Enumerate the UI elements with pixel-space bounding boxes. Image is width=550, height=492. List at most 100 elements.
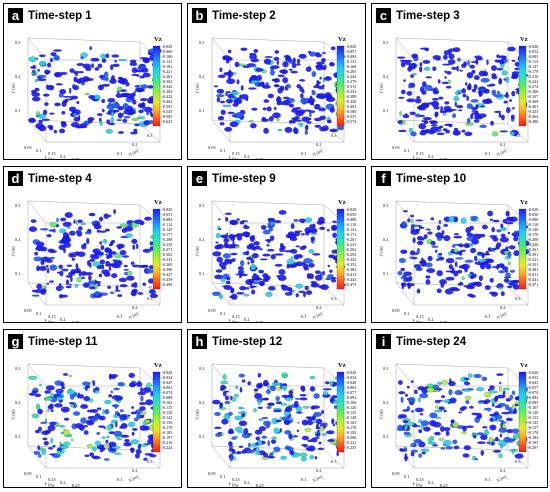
z-axis-label: Z (m) <box>378 409 384 420</box>
panel-header: h Time-step 12 <box>192 334 282 349</box>
colorbar-tick-label: -0.183 <box>161 430 173 435</box>
colorbar-tick-label: -0.110 <box>527 222 539 227</box>
panel-h: h Time-step 12 Vz -0.020 -0.034 -0.048 -0.063-… <box>187 329 366 488</box>
y-tick-label: 0.05 <box>208 145 216 150</box>
z-tick-label: 0.3 <box>383 366 389 371</box>
colorbar-tick-label: -0.102 <box>161 400 173 405</box>
z-tick-label: 0.3 <box>383 203 389 208</box>
x-tick-label: 0.3 <box>515 133 521 138</box>
colorbar-ticks: -0.020 -0.050 -0.080 -0.110 -0.140 -0.170 -0.2… <box>527 207 539 288</box>
panel-title: Time-step 12 <box>212 335 283 348</box>
colorbar-ticks: -0.020 -0.051 -0.083 -0.114 -0.145 -0.177 -0.2… <box>161 207 173 288</box>
colorbar-tick-label: -0.170 <box>527 430 539 435</box>
colorbar-tick-label: -0.057 <box>527 385 539 390</box>
colorbar-tick-label: -0.120 <box>345 405 357 410</box>
colorbar-tick-label: -0.170 <box>161 425 173 430</box>
colorbar-tick-label: -0.221 <box>345 440 357 445</box>
colorbar-tick-label: -0.459 <box>161 277 173 282</box>
x-tick-label: 0.3 <box>515 296 521 301</box>
y-tick-label: 0.05 <box>24 471 32 476</box>
x-tick-label: 0.3 <box>331 133 337 138</box>
panel-c: c Time-step 3 Vz -0.020 -0.052 -0.083 -0.115 -0… <box>371 3 548 160</box>
panel-header: g Time-step 11 <box>8 334 97 349</box>
x-tick-label: 0.1 <box>485 477 491 482</box>
colorbar-tick-label: -0.231 <box>345 242 357 247</box>
velocity-structures <box>397 46 529 137</box>
colorbar-tick-label: -0.020 <box>345 44 357 49</box>
colorbar-tick-label: -0.413 <box>345 272 357 277</box>
colorbar-tick-label: -0.291 <box>527 252 539 257</box>
y-tick-label: 0.2 <box>244 154 250 159</box>
colorbar-tick-label: -0.197 <box>161 435 173 440</box>
colorbar-tick-label: -0.094 <box>345 54 357 59</box>
z-tick-label: 0.2 <box>383 237 389 242</box>
flow-plot-3d <box>27 363 161 469</box>
z-tick-label: 0.2 <box>199 74 205 79</box>
colorbar-ticks: -0.020 -0.057 -0.094 -0.131 -0.168 -0.205 -0.2… <box>345 44 357 125</box>
z-tick-label: 0.3 <box>15 203 21 208</box>
y-tick-label: 0.1 <box>220 474 226 479</box>
panel-title: Time-step 10 <box>396 172 467 185</box>
colorbar-tick-label: -0.020 <box>345 370 357 375</box>
colorbar-tick-label: -0.060 <box>161 49 173 54</box>
y-tick-label: 0.2 <box>244 317 250 322</box>
colorbar-tick-label: -0.401 <box>527 104 539 109</box>
panel-header: e Time-step 9 <box>192 171 276 186</box>
colorbar-tick-label: -0.080 <box>527 217 539 222</box>
panel-title: Time-step 1 <box>28 9 92 22</box>
z-tick-label: 0.1 <box>383 271 389 276</box>
y-tick-label: 0.1 <box>36 148 42 153</box>
colorbar-ticks: -0.020 -0.050 -0.080 -0.110 -0.141 -0.171 -0.2… <box>345 207 357 288</box>
panel-i: i Time-step 24 Vz -0.020 -0.032 -0.045 -0.057-… <box>371 329 548 488</box>
colorbar-tick-label: -0.195 <box>527 440 539 445</box>
colorbar <box>336 208 345 290</box>
colorbar-label: Vz <box>520 362 528 369</box>
x-tick-label: 0 <box>102 486 104 487</box>
y-tick-label: 0.1 <box>220 148 226 153</box>
colorbar-tick-label: -0.147 <box>527 64 539 69</box>
colorbar-tick-label: -0.063 <box>345 385 357 390</box>
z-tick-label: 0.3 <box>199 40 205 45</box>
x-tick-label: 0.2 <box>132 468 138 473</box>
panel-letter: i <box>376 334 391 349</box>
x-tick-label: 0.2 <box>132 305 138 310</box>
colorbar-tick-label: -0.047 <box>161 380 173 385</box>
x-tick-label: 0.1 <box>117 477 123 482</box>
colorbar-tick-label: -0.120 <box>527 410 539 415</box>
colorbar <box>518 208 527 290</box>
colorbar-tick-label: -0.242 <box>527 79 539 84</box>
colorbar-tick-label: -0.381 <box>527 267 539 272</box>
colorbar-label: Vz <box>338 199 346 206</box>
y-tick-label: 0.2 <box>60 317 66 322</box>
x-tick-label: 0.1 <box>117 151 123 156</box>
flow-plot-3d <box>211 200 346 306</box>
z-tick-label: 0.2 <box>199 237 205 242</box>
y-tick-label: 0.15 <box>48 151 56 156</box>
colorbar-tick-label: -0.131 <box>345 59 357 64</box>
colorbar-tick-label: -0.106 <box>345 400 357 405</box>
colorbar-tick-label: -0.496 <box>527 119 539 124</box>
panel-letter: f <box>376 171 391 186</box>
colorbar-label: Vz <box>520 36 528 43</box>
colorbar-tick-label: -0.182 <box>527 435 539 440</box>
colorbar-tick-label: -0.422 <box>161 94 173 99</box>
x-tick-label: 0 <box>286 486 288 487</box>
colorbar-tick-label: -0.070 <box>527 390 539 395</box>
colorbar-tick-label: -0.170 <box>527 232 539 237</box>
panel-header: d Time-step 4 <box>8 171 92 186</box>
panel-header: f Time-step 10 <box>376 171 466 186</box>
colorbar-tick-label: -0.261 <box>527 247 539 252</box>
colorbar-tick-label: -0.369 <box>527 99 539 104</box>
colorbar-tick-label: -0.315 <box>345 84 357 89</box>
colorbar-tick-label: -0.020 <box>161 370 173 375</box>
y-tick-label: 0.2 <box>60 480 66 485</box>
colorbar-tick-label: -0.077 <box>345 390 357 395</box>
colorbar-label: Vz <box>338 362 346 369</box>
panel-letter: b <box>192 8 207 23</box>
x-tick-label: 0.2 <box>316 142 322 147</box>
colorbar-tick-label: -0.178 <box>345 425 357 430</box>
colorbar-tick-label: -0.279 <box>345 79 357 84</box>
z-axis-label: Z (m) <box>10 246 16 257</box>
y-tick-label: 0.15 <box>232 314 240 319</box>
colorbar-tick-label: -0.205 <box>345 69 357 74</box>
